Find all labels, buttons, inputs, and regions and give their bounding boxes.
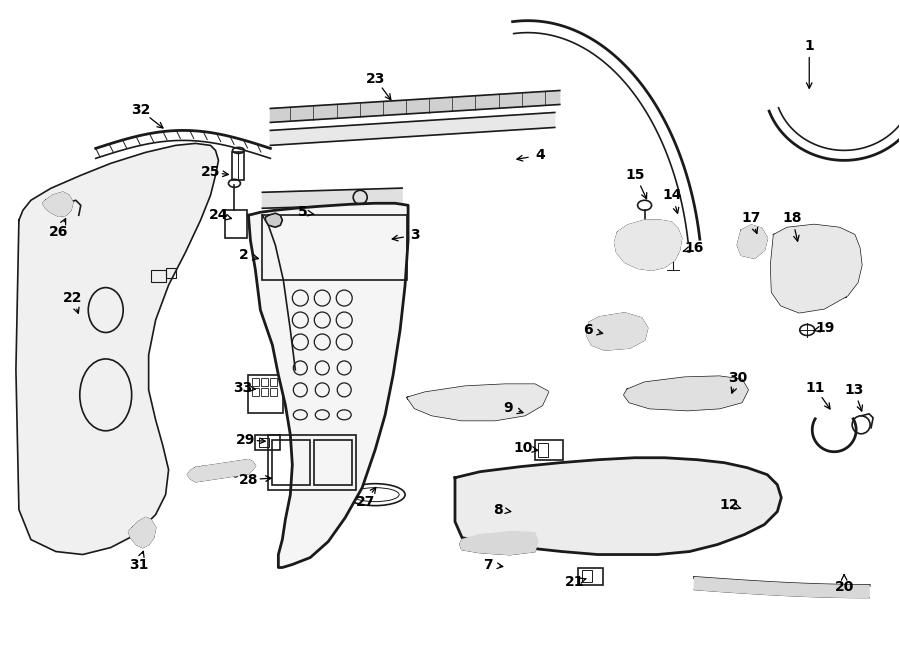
Text: 18: 18	[782, 212, 802, 225]
Text: 25: 25	[201, 165, 220, 179]
Bar	[273, 440, 310, 485]
Bar	[784, 252, 846, 297]
Text: 15: 15	[626, 169, 645, 182]
Text: 32: 32	[131, 104, 150, 118]
Bar	[261, 388, 268, 396]
Text: 22: 22	[63, 291, 83, 305]
Text: 31: 31	[129, 557, 148, 572]
Text: 28: 28	[238, 473, 258, 486]
Bar	[632, 243, 640, 251]
Text: 26: 26	[50, 225, 68, 239]
Bar	[259, 438, 269, 447]
Polygon shape	[248, 204, 408, 568]
Bar	[535, 440, 562, 460]
Polygon shape	[615, 220, 681, 270]
Polygon shape	[408, 385, 548, 420]
Bar	[270, 378, 277, 386]
Text: 27: 27	[356, 494, 375, 509]
Bar	[248, 375, 284, 413]
Polygon shape	[43, 192, 73, 216]
Text: 4: 4	[535, 148, 544, 163]
Bar	[581, 570, 591, 582]
Polygon shape	[266, 214, 283, 227]
Bar	[261, 378, 268, 386]
Text: 9: 9	[503, 401, 513, 415]
Text: 12: 12	[720, 498, 739, 512]
Polygon shape	[129, 518, 156, 547]
Polygon shape	[737, 225, 768, 258]
Polygon shape	[455, 457, 781, 555]
Text: 20: 20	[834, 580, 854, 594]
Bar	[538, 443, 548, 457]
Text: 29: 29	[236, 433, 255, 447]
Text: 33: 33	[233, 381, 252, 395]
Polygon shape	[16, 143, 219, 555]
Bar	[578, 568, 603, 586]
Polygon shape	[263, 188, 402, 208]
Text: 7: 7	[483, 557, 492, 572]
Polygon shape	[460, 531, 538, 555]
Text: 21: 21	[565, 576, 584, 590]
Text: 24: 24	[209, 208, 229, 222]
Polygon shape	[187, 460, 256, 482]
Bar	[232, 153, 245, 180]
Polygon shape	[270, 91, 560, 122]
Text: 19: 19	[815, 321, 835, 335]
Text: 2: 2	[238, 248, 248, 262]
Text: 16: 16	[685, 241, 704, 255]
Polygon shape	[625, 377, 747, 410]
Text: 13: 13	[844, 383, 864, 397]
Text: 17: 17	[742, 212, 761, 225]
Text: 8: 8	[493, 502, 503, 517]
Text: 30: 30	[728, 371, 747, 385]
Bar	[314, 440, 352, 485]
Bar	[263, 215, 407, 280]
Text: 14: 14	[662, 188, 682, 202]
Polygon shape	[270, 112, 554, 145]
Bar	[270, 388, 277, 396]
Bar	[150, 270, 166, 282]
Text: 5: 5	[297, 206, 307, 219]
Polygon shape	[587, 313, 648, 350]
Bar	[166, 268, 176, 278]
Polygon shape	[771, 225, 861, 312]
Bar	[268, 435, 356, 490]
Text: 10: 10	[513, 441, 533, 455]
Text: 6: 6	[583, 323, 592, 337]
Text: 11: 11	[806, 381, 825, 395]
Text: 23: 23	[365, 71, 385, 85]
Bar	[252, 388, 259, 396]
Bar	[226, 210, 248, 238]
Text: 1: 1	[805, 38, 814, 53]
Polygon shape	[695, 578, 869, 598]
Bar	[256, 435, 281, 449]
Bar	[252, 378, 259, 386]
Text: 3: 3	[410, 228, 420, 242]
